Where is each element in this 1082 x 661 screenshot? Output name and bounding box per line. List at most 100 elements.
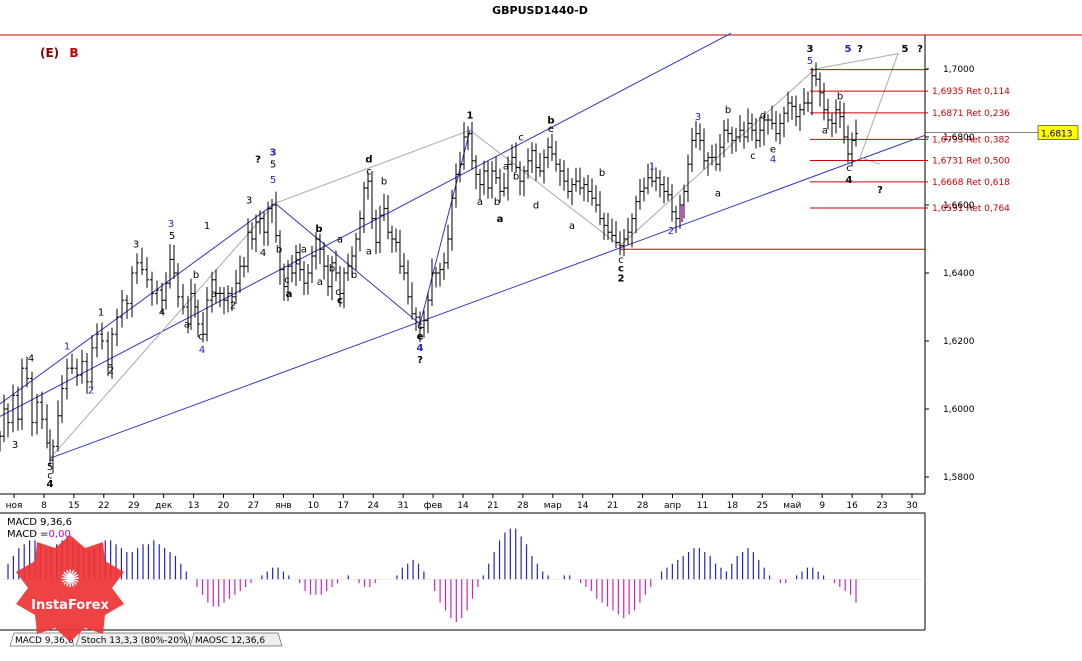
chart-title: GBPUSD1440-D	[492, 4, 588, 17]
wave-label: b	[315, 224, 322, 235]
wave-label: c	[618, 263, 624, 274]
fibonacci-levels: 1,6935 Ret 0,114 1,6871 Ret 0,236 1,6793 R…	[620, 69, 1010, 250]
wave-label: 3	[246, 195, 252, 206]
wave-label: 3	[12, 440, 18, 451]
date-tick-label: 8	[41, 501, 47, 511]
wave-label: 3	[270, 148, 277, 159]
wave-label: c	[366, 166, 372, 177]
wave-label: 1	[98, 308, 104, 319]
wave-label: a	[337, 234, 343, 245]
logo-text: InstaForex	[31, 598, 109, 613]
price-tick-label: 1,6200	[943, 337, 975, 347]
date-tick-label: 20	[218, 501, 230, 511]
wave-label: b	[193, 270, 199, 281]
wave-label: a	[569, 221, 575, 232]
date-tick-label: ноя	[6, 501, 23, 511]
wave-label: b	[381, 177, 387, 188]
wave-label: ?	[255, 155, 261, 166]
date-tick-label: 15	[68, 501, 79, 511]
date-tick-label: 13	[188, 501, 199, 511]
logo-emblem-icon: ✺	[60, 565, 80, 593]
instaforex-logo: ✺ InstaForex	[16, 535, 124, 642]
wave-label: 4	[260, 248, 266, 259]
wave-label: 5	[902, 44, 909, 55]
wave-label: 5	[47, 462, 53, 473]
indicator-tabs[interactable]: MACD 9,36,6 Stoch 13,3,3 (80%-20%) MAOSC 1…	[9, 632, 283, 647]
date-tick-label: 17	[338, 501, 349, 511]
macd-value-prefix: MACD =	[7, 529, 49, 540]
date-axis: ноя 8 15 22 29 дек 13 20 27 янв 10 17 24 31 фев 14 21 28 м…	[6, 494, 918, 511]
current-price-marker: 1,6813	[1037, 125, 1079, 140]
wave-label: 3	[807, 44, 814, 55]
wave-label: 1	[649, 161, 655, 172]
scenario-label-b: B	[69, 46, 78, 60]
wave-label: 2	[88, 385, 94, 396]
scenario-label-e: (E)	[40, 46, 59, 60]
wave-label: a	[317, 277, 323, 288]
date-tick-label: апр	[664, 501, 681, 511]
wave-label: 2	[618, 274, 625, 285]
date-tick-label: дек	[155, 501, 173, 511]
wave-label: 4	[846, 175, 853, 186]
wave-label: 1	[64, 342, 70, 353]
fib-level-label: 1,6668 Ret 0,618	[932, 178, 1010, 188]
logo-burst	[16, 535, 124, 642]
wave-label: c	[47, 471, 53, 482]
wave-label: c	[518, 132, 524, 143]
wave-label: 5	[807, 56, 813, 67]
gray-wave-zigzag	[49, 53, 899, 459]
date-tick-label: 31	[397, 501, 408, 511]
wave-label: b	[599, 168, 605, 179]
price-axis: 1,7000 1,6800 1,6600 1,6400 1,6200 1,6000 1,58…	[925, 65, 1038, 483]
wave-label: 5	[270, 160, 276, 171]
wave-label: a	[211, 289, 217, 300]
wave-label: c	[198, 331, 204, 342]
wave-label: d	[365, 155, 372, 166]
indicator-tab[interactable]	[189, 632, 283, 647]
wave-label: a	[184, 319, 190, 330]
date-tick-label: май	[783, 501, 801, 511]
date-tick-label: 22	[98, 501, 109, 511]
price-tick-label: 1,6000	[943, 405, 975, 415]
wave-label: c	[417, 321, 423, 332]
wave-label: 4	[47, 479, 54, 490]
wave-label: d	[760, 110, 766, 121]
wave-label: ?	[917, 44, 923, 55]
macd-name-label: MACD 9,36,6	[7, 517, 72, 528]
date-tick-label: 27	[248, 501, 259, 511]
wave-label: 2	[668, 226, 674, 237]
macd-value: 0,00	[49, 529, 71, 540]
fib-level-label: 1,6935 Ret 0,114	[932, 87, 1010, 97]
wave-label: c	[846, 163, 852, 174]
date-tick-label: 21	[487, 501, 498, 511]
price-tick-label: 1,6600	[943, 201, 975, 211]
date-tick-label: 16	[846, 501, 858, 511]
wave-label: a	[822, 126, 828, 137]
wave-label: 2	[230, 301, 236, 312]
date-tick-label: 10	[308, 501, 320, 511]
date-tick-label: 25	[757, 501, 768, 511]
trend-channel	[0, 32, 926, 459]
indicator-tab[interactable]	[75, 632, 189, 647]
date-tick-label: 18	[727, 501, 739, 511]
wave-label: ?	[857, 44, 863, 55]
date-tick-label: мар	[544, 501, 562, 511]
wave-label: c	[337, 296, 343, 307]
wave-label: c	[335, 287, 341, 298]
wave-label: 1	[204, 221, 210, 232]
scenario-label: (E) B	[40, 46, 79, 60]
wave-label: b	[547, 115, 554, 126]
wave-label: a	[715, 189, 721, 200]
date-tick-label: 23	[876, 501, 887, 511]
wave-label: b	[351, 270, 357, 281]
date-tick-label: 14	[577, 501, 589, 511]
date-tick-label: 29	[128, 501, 140, 511]
date-tick-label: янв	[275, 501, 292, 511]
date-tick-label: 9	[819, 501, 825, 511]
date-tick-label: 14	[457, 501, 469, 511]
wave-label: c	[750, 151, 756, 162]
wave-label: 4	[199, 345, 205, 356]
fib-level-label: 1,6793 Ret 0,382	[932, 135, 1010, 145]
